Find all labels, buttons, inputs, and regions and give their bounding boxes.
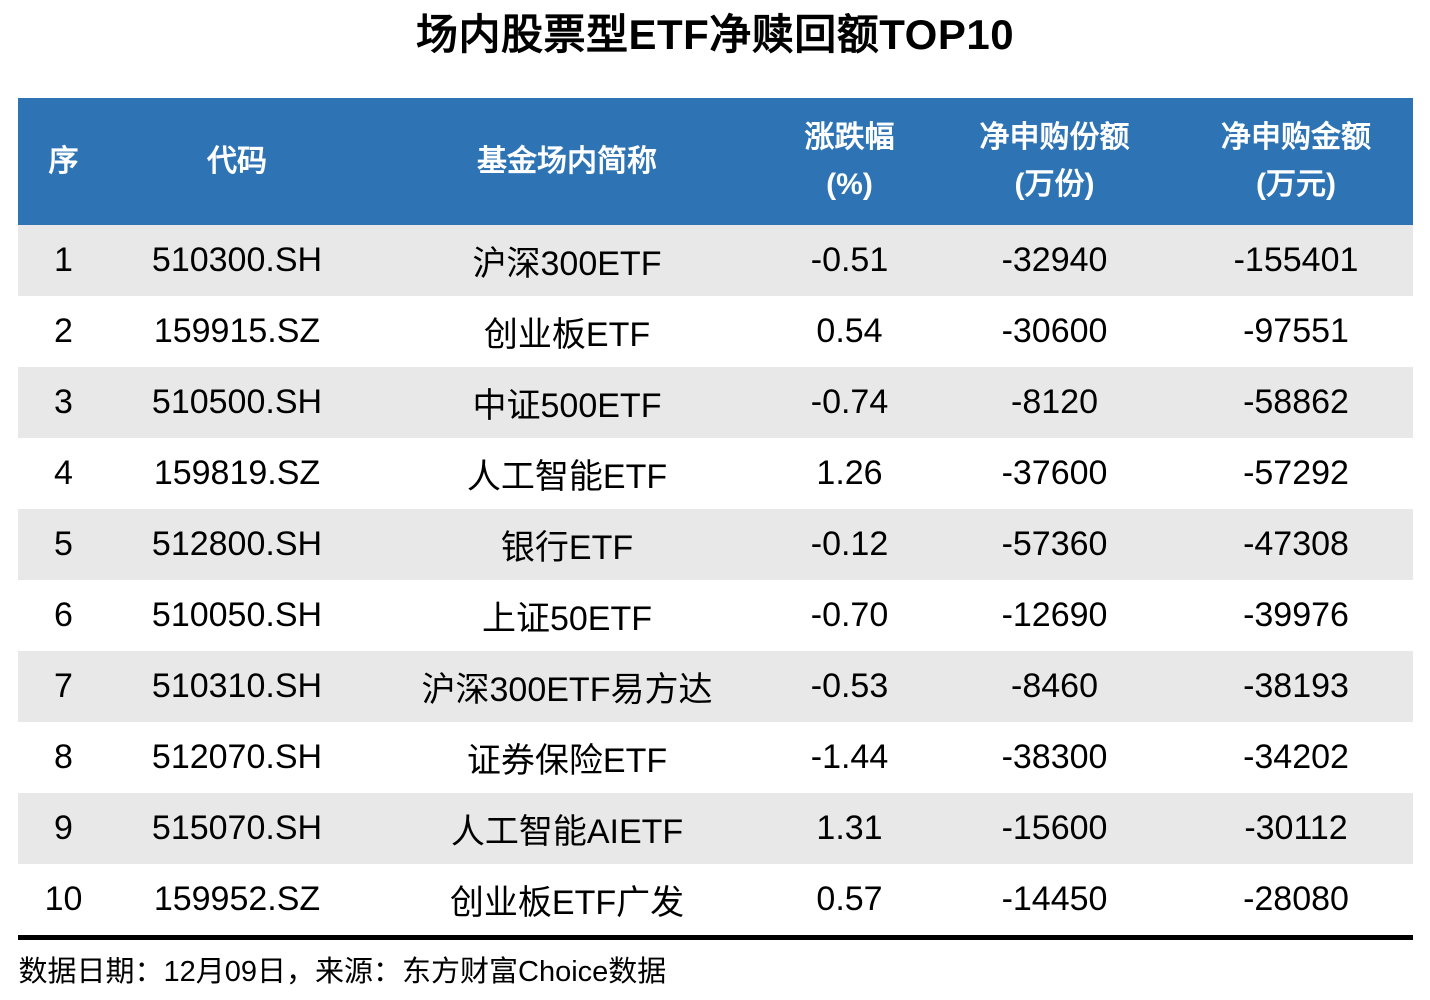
cell-net-shares: -38300 — [1001, 738, 1108, 777]
table-header: 序 代码 基金场内简称 涨跌幅 (%) 净申购份额 (万份) 净申购金额 (万元… — [17, 98, 1413, 226]
cell-net-amount: -28080 — [1243, 880, 1349, 919]
cell-change: -0.12 — [769, 509, 930, 581]
cell-change: -0.51 — [769, 225, 930, 297]
cell-net-shares: -32940 — [929, 225, 1180, 297]
cell-code: 510500.SH — [109, 367, 365, 439]
cell-code: 159915.SZ — [153, 312, 321, 351]
table-row: 4 159819.SZ 人工智能ETF 1.26 -37600 -57292 — [18, 438, 1413, 509]
cell-code: 159819.SZ — [153, 454, 321, 493]
data-source-note: 数据日期：12月09日，来源：东方财富Choice数据 — [18, 956, 667, 989]
cell-name: 创业板ETF广发 — [449, 884, 685, 923]
table-row: 8 512070.SH 证券保险ETF -1.44 -38300 -34202 — [18, 722, 1413, 793]
header-row: 序 代码 基金场内简称 涨跌幅 (%) 净申购份额 (万份) 净申购金额 (万元… — [17, 98, 1413, 226]
header-cell-no: 序 — [17, 98, 110, 226]
header-unit: (万份) — [1014, 167, 1095, 201]
cell-net-amount: -38193 — [1179, 651, 1413, 723]
cell-name: 银行ETF — [364, 509, 770, 581]
cell-no: 6 — [54, 596, 73, 635]
cell-net-amount: -34202 — [1243, 738, 1349, 777]
cell-code: 510050.SH — [151, 596, 323, 635]
cell-name: 沪深300ETF — [364, 225, 770, 297]
table-row: 10 159952.SZ 创业板ETF广发 0.57 -14450 -28080 — [18, 864, 1413, 935]
cell-change: -1.44 — [810, 738, 889, 777]
header-label: 代码 — [207, 144, 267, 178]
etf-net-redemption-table: 序 代码 基金场内简称 涨跌幅 (%) 净申购份额 (万份) 净申购金额 (万元… — [17, 98, 1413, 935]
cell-change: -0.70 — [810, 596, 889, 635]
cell-code: 512800.SH — [109, 509, 365, 581]
header-label: 净申购份额 — [979, 121, 1130, 155]
cell-name: 上证50ETF — [481, 600, 653, 639]
cell-change: 1.31 — [769, 793, 930, 865]
page-title: 场内股票型ETF净赎回额TOP10 — [415, 11, 1015, 58]
table-row: 2 159915.SZ 创业板ETF 0.54 -30600 -97551 — [18, 296, 1413, 367]
header-cell-net-amount: 净申购金额 (万元) — [1179, 98, 1413, 226]
cell-net-amount: -39976 — [1243, 596, 1349, 635]
cell-no: 10 — [44, 880, 83, 919]
table-row: 1 510300.SH 沪深300ETF -0.51 -32940 -15540… — [17, 225, 1413, 297]
cell-change: 0.54 — [816, 312, 883, 351]
cell-code: 512070.SH — [151, 738, 323, 777]
header-cell-net-shares: 净申购份额 (万份) — [929, 98, 1180, 226]
cell-no: 8 — [54, 738, 73, 777]
table-bottom-rule — [17, 935, 1413, 941]
cell-net-amount: -47308 — [1179, 509, 1413, 581]
table-row: 6 510050.SH 上证50ETF -0.70 -12690 -39976 — [18, 580, 1413, 651]
cell-net-shares: -12690 — [1001, 596, 1108, 635]
cell-net-amount: -155401 — [1179, 225, 1413, 297]
cell-net-shares: -30600 — [1001, 312, 1108, 351]
cell-no: 4 — [54, 454, 73, 493]
cell-net-amount: -97551 — [1243, 312, 1349, 351]
cell-change: 1.26 — [816, 454, 883, 493]
cell-no: 5 — [17, 509, 110, 581]
cell-code: 510310.SH — [109, 651, 365, 723]
cell-code: 515070.SH — [109, 793, 365, 865]
cell-net-shares: -37600 — [1001, 454, 1108, 493]
cell-code: 159952.SZ — [153, 880, 321, 919]
cell-change: 0.57 — [816, 880, 883, 919]
cell-net-shares: -14450 — [1001, 880, 1108, 919]
cell-no: 7 — [17, 651, 110, 723]
header-cell-name: 基金场内简称 — [364, 98, 770, 226]
cell-net-shares: -8460 — [929, 651, 1180, 723]
cell-name: 人工智能ETF — [466, 458, 668, 497]
etf-table-container: 序 代码 基金场内简称 涨跌幅 (%) 净申购份额 (万份) 净申购金额 (万元… — [17, 98, 1413, 941]
cell-name: 人工智能AIETF — [364, 793, 770, 865]
cell-code: 510300.SH — [109, 225, 365, 297]
cell-net-amount: -30112 — [1179, 793, 1413, 865]
cell-net-shares: -8120 — [929, 367, 1180, 439]
header-label: 涨跌幅 — [804, 121, 895, 155]
cell-name: 证券保险ETF — [466, 742, 668, 781]
cell-net-amount: -57292 — [1243, 454, 1349, 493]
header-unit: (%) — [826, 167, 873, 201]
table-row: 9 515070.SH 人工智能AIETF 1.31 -15600 -30112 — [17, 793, 1413, 865]
cell-name: 沪深300ETF易方达 — [364, 651, 770, 723]
header-label: 序 — [48, 144, 79, 178]
cell-net-shares: -57360 — [929, 509, 1180, 581]
table-row: 5 512800.SH 银行ETF -0.12 -57360 -47308 — [17, 509, 1413, 581]
cell-no: 1 — [17, 225, 110, 297]
cell-name: 中证500ETF — [364, 367, 770, 439]
header-unit: (万元) — [1256, 167, 1336, 201]
cell-name: 创业板ETF — [483, 316, 651, 355]
cell-change: -0.74 — [769, 367, 930, 439]
table-body: 1 510300.SH 沪深300ETF -0.51 -32940 -15540… — [17, 225, 1413, 935]
header-label: 净申购金额 — [1221, 121, 1371, 155]
cell-change: -0.53 — [769, 651, 930, 723]
table-row: 3 510500.SH 中证500ETF -0.74 -8120 -58862 — [17, 367, 1413, 439]
cell-net-shares: -15600 — [929, 793, 1180, 865]
table-row: 7 510310.SH 沪深300ETF易方达 -0.53 -8460 -381… — [17, 651, 1413, 723]
header-cell-change: 涨跌幅 (%) — [769, 98, 930, 226]
cell-net-amount: -58862 — [1179, 367, 1413, 439]
header-label: 基金场内简称 — [477, 144, 657, 178]
cell-no: 2 — [54, 312, 73, 351]
cell-no: 9 — [17, 793, 110, 865]
cell-no: 3 — [17, 367, 110, 439]
header-cell-code: 代码 — [109, 98, 365, 226]
